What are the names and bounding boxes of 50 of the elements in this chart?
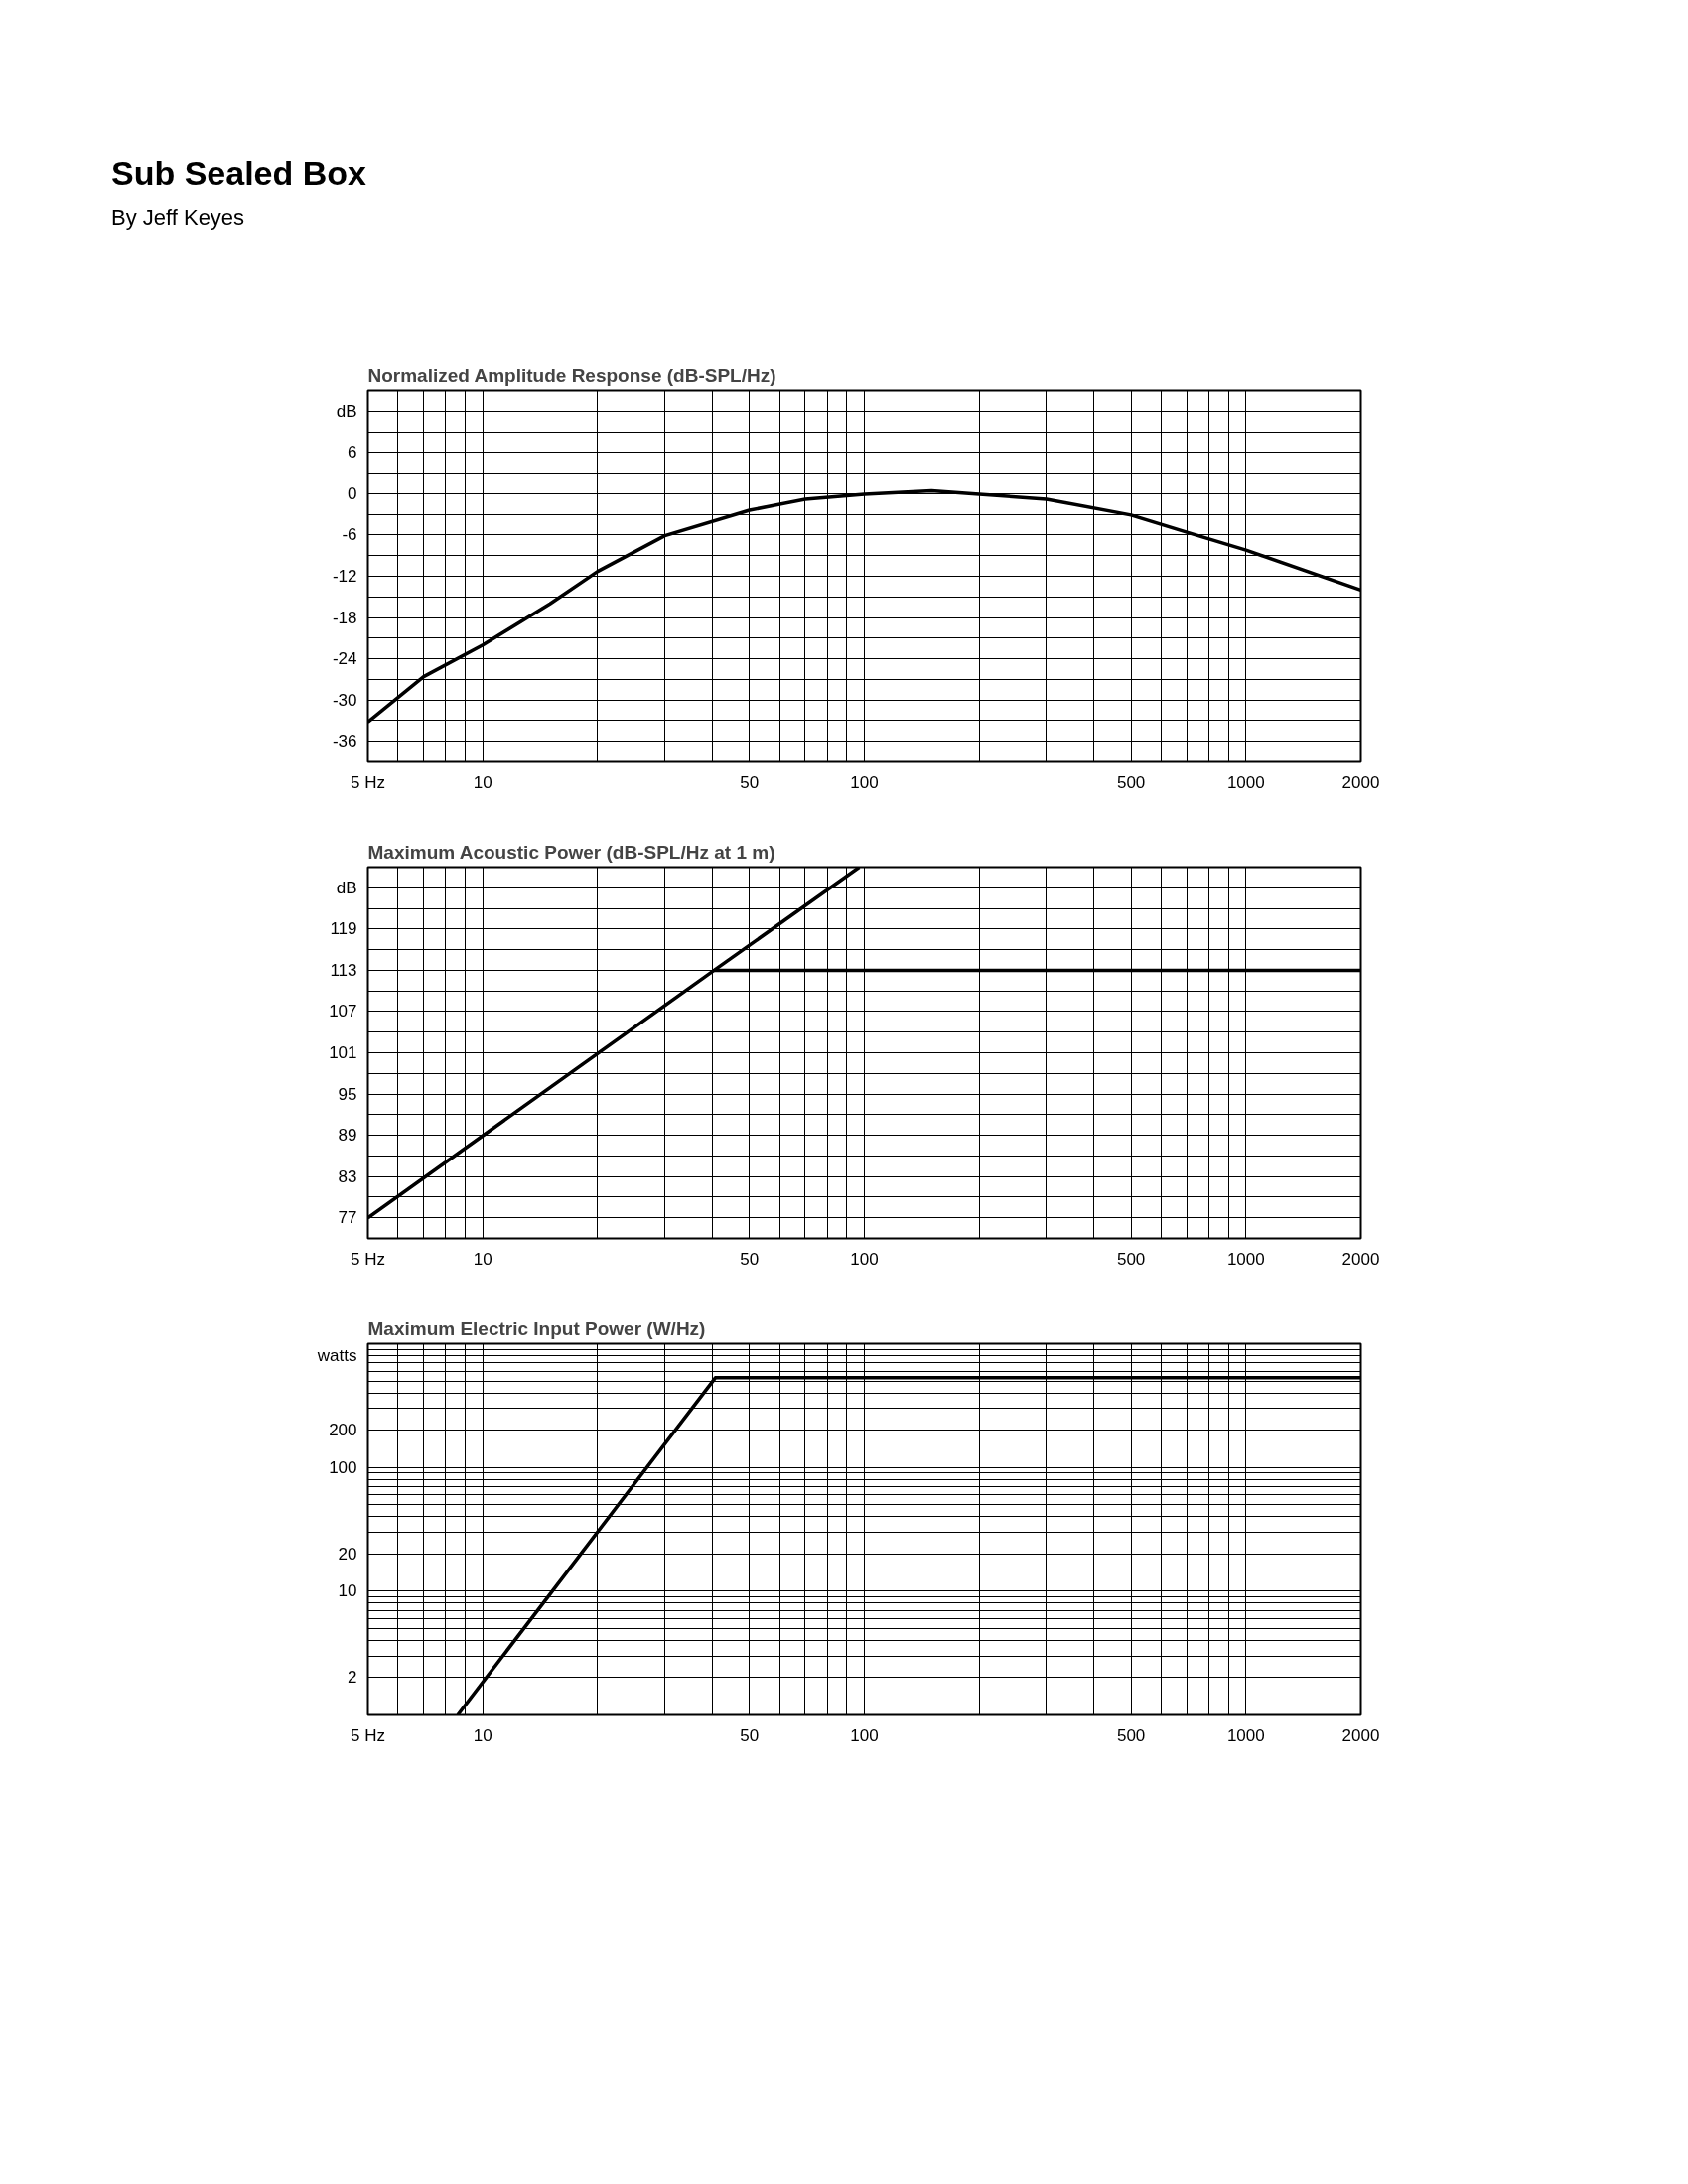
y-tick-label: 119 xyxy=(330,919,357,939)
x-tick-label: 1000 xyxy=(1226,772,1265,792)
chart-title: Normalized Amplitude Response (dB-SPL/Hz) xyxy=(367,364,776,386)
x-tick-label: 5 Hz xyxy=(351,772,385,792)
x-tick-label: 5 Hz xyxy=(351,1725,385,1745)
x-tick-label: 50 xyxy=(740,772,760,792)
y-tick-label: watts xyxy=(316,1346,357,1366)
y-tick-label: 6 xyxy=(348,443,357,463)
y-tick-label: 10 xyxy=(338,1581,357,1601)
y-tick-label: 95 xyxy=(338,1084,357,1104)
x-tick-label: 2000 xyxy=(1341,772,1380,792)
y-tick-label: 100 xyxy=(329,1457,357,1477)
y-tick-label: dB xyxy=(336,401,357,421)
y-tick-label: 77 xyxy=(338,1208,357,1228)
text: Sub Sealed Box xyxy=(111,153,366,194)
x-tick-label: 1000 xyxy=(1226,1725,1265,1745)
text: By Jeff Keyes xyxy=(111,204,245,232)
y-tick-label: -30 xyxy=(332,690,357,710)
y-tick-label: dB xyxy=(336,878,357,897)
x-tick-label: 1000 xyxy=(1226,1249,1265,1269)
y-tick-label: -12 xyxy=(332,566,357,586)
x-tick-label: 5 Hz xyxy=(351,1249,385,1269)
y-tick-label: 83 xyxy=(338,1166,357,1186)
y-tick-label: 20 xyxy=(338,1544,357,1564)
chart-title: Maximum Acoustic Power (dB-SPL/Hz at 1 m) xyxy=(367,841,775,863)
x-tick-label: 50 xyxy=(740,1725,760,1745)
y-tick-label: -6 xyxy=(342,525,357,545)
x-tick-label: 500 xyxy=(1116,772,1146,792)
y-tick-label: 2 xyxy=(348,1668,357,1688)
y-tick-label: -24 xyxy=(332,649,357,669)
x-tick-label: 500 xyxy=(1116,1725,1146,1745)
x-tick-label: 100 xyxy=(850,1725,879,1745)
y-tick-label: -36 xyxy=(332,732,357,751)
x-tick-label: 10 xyxy=(473,1725,492,1745)
y-tick-label: 113 xyxy=(330,960,357,980)
x-tick-label: 100 xyxy=(850,1249,879,1269)
x-tick-label: 500 xyxy=(1116,1249,1146,1269)
chart-title: Maximum Electric Input Power (W/Hz) xyxy=(367,1317,706,1339)
y-tick-label: 89 xyxy=(338,1126,357,1146)
y-tick-label: -18 xyxy=(332,608,357,627)
y-tick-label: 101 xyxy=(329,1042,357,1062)
y-tick-label: 200 xyxy=(329,1421,357,1440)
x-tick-label: 10 xyxy=(473,772,492,792)
x-tick-label: 100 xyxy=(850,772,879,792)
x-tick-label: 10 xyxy=(473,1249,492,1269)
y-tick-label: 0 xyxy=(348,483,357,503)
y-tick-label: 107 xyxy=(329,1002,357,1022)
x-tick-label: 50 xyxy=(740,1249,760,1269)
x-tick-label: 2000 xyxy=(1341,1249,1380,1269)
x-tick-label: 2000 xyxy=(1341,1725,1380,1745)
